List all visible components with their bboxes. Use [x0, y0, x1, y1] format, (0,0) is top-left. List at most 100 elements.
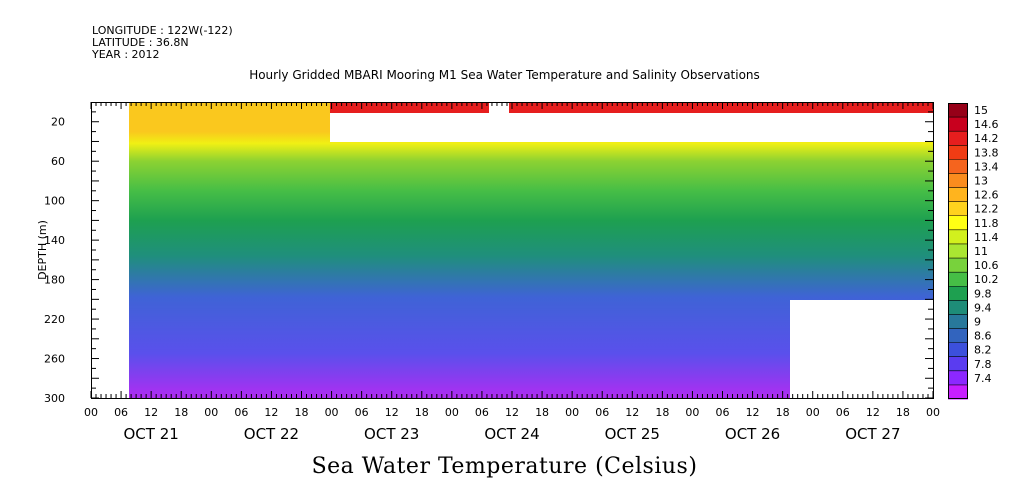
missing-data-lower [790, 300, 933, 398]
x-hour-label: 06 [475, 406, 489, 419]
colorbar-label: 9 [974, 315, 981, 328]
colorbar-swatch [948, 286, 968, 301]
colorbar-swatch [948, 103, 968, 118]
x-hour-label: 06 [836, 406, 850, 419]
colorbar-label: 14.2 [974, 132, 999, 145]
x-hour-label: 00 [685, 406, 699, 419]
colorbar: 1514.614.213.813.41312.612.211.811.41110… [948, 103, 999, 400]
x-hour-label: 00 [204, 406, 218, 419]
colorbar-swatch [948, 117, 968, 132]
x-hour-label: 00 [926, 406, 940, 419]
colorbar-swatch [948, 300, 968, 315]
x-hour-label: 06 [114, 406, 128, 419]
colorbar-swatch [948, 201, 968, 217]
latitude-label: LATITUDE : 36.8N [92, 36, 189, 49]
y-tick-label: 140 [44, 234, 65, 247]
colorbar-label: 11.8 [974, 217, 999, 230]
y-tick-label: 60 [51, 155, 65, 168]
colorbar-swatch [948, 258, 968, 273]
y-tick-label: 220 [44, 313, 65, 326]
x-hour-label: 12 [264, 406, 278, 419]
x-hour-label: 12 [625, 406, 639, 419]
colorbar-swatch [948, 173, 968, 189]
colorbar-label: 8.6 [974, 330, 992, 343]
x-hour-label: 00 [325, 406, 339, 419]
colorbar-label: 15 [974, 104, 988, 117]
x-hour-label: 06 [355, 406, 369, 419]
x-hour-label: 00 [84, 406, 98, 419]
bottom-title: Sea Water Temperature (Celsius) [311, 454, 698, 479]
colorbar-label: 13 [974, 175, 988, 188]
colorbar-label: 10.2 [974, 273, 999, 286]
colorbar-label: 12.2 [974, 203, 999, 216]
x-hour-label: 12 [866, 406, 880, 419]
x-hour-label: 00 [565, 406, 579, 419]
y-axis-label: DEPTH (m) [36, 220, 49, 280]
y-tick-label: 20 [51, 116, 65, 129]
x-day-label: OCT 23 [364, 425, 419, 443]
y-tick-label: 100 [44, 195, 65, 208]
colorbar-label: 10.6 [974, 259, 999, 272]
x-hour-label: 18 [295, 406, 309, 419]
missing-data-upper [330, 113, 933, 142]
colorbar-swatch [948, 145, 968, 160]
colorbar-label: 13.8 [974, 146, 999, 159]
colorbar-label: 11 [974, 245, 988, 258]
surface-band-left [330, 103, 489, 113]
x-day-label: OCT 26 [725, 425, 780, 443]
x-hour-label: 06 [595, 406, 609, 419]
x-hour-label: 18 [655, 406, 669, 419]
x-hour-label: 06 [716, 406, 730, 419]
y-axis: 20 60 100 140 180 220 260 300 [44, 111, 933, 405]
colorbar-swatch [948, 328, 968, 344]
colorbar-label: 9.4 [974, 301, 992, 314]
y-tick-label: 300 [44, 392, 65, 405]
y-tick-label: 180 [44, 274, 65, 287]
x-day-label: OCT 24 [484, 425, 539, 443]
colorbar-swatch [948, 159, 968, 174]
colorbar-label: 14.6 [974, 118, 999, 131]
x-hour-label: 18 [535, 406, 549, 419]
missing-data-surface [489, 103, 509, 113]
year-label: YEAR : 2012 [92, 48, 160, 61]
colorbar-label: 11.4 [974, 231, 999, 244]
colorbar-label: 7.4 [974, 372, 992, 385]
colorbar-swatch [948, 131, 968, 146]
x-hour-label: 06 [234, 406, 248, 419]
colorbar-swatch [948, 384, 968, 400]
colorbar-swatch [948, 342, 968, 358]
colorbar-swatch [948, 187, 968, 203]
x-day-label: OCT 21 [123, 425, 178, 443]
colorbar-frame [948, 103, 968, 399]
surface-band-right [509, 103, 933, 113]
x-day-label: OCT 27 [845, 425, 900, 443]
colorbar-swatch [948, 272, 968, 287]
colorbar-label: 7.8 [974, 358, 992, 371]
x-hour-label: 12 [746, 406, 760, 419]
colorbar-swatch [948, 314, 968, 330]
colorbar-label: 9.8 [974, 287, 992, 300]
x-hour-label: 12 [505, 406, 519, 419]
x-hour-label: 00 [806, 406, 820, 419]
x-day-label: OCT 22 [244, 425, 299, 443]
colorbar-label: 12.6 [974, 189, 999, 202]
colorbar-label: 13.4 [974, 160, 999, 173]
y-tick-label: 260 [44, 353, 65, 366]
chart-title: Hourly Gridded MBARI Mooring M1 Sea Wate… [249, 68, 760, 82]
x-axis: 00 06 12 18 00 06 12 18 00 06 12 18 00 06 12 18 00 06 12 18… [84, 102, 940, 443]
x-hour-label: 18 [776, 406, 790, 419]
x-hour-label: 00 [445, 406, 459, 419]
colorbar-swatch [948, 356, 968, 372]
longitude-label: LONGITUDE : 122W(-122) [92, 24, 233, 37]
colorbar-swatch [948, 215, 968, 231]
colorbar-swatch [948, 370, 968, 386]
x-day-label: OCT 25 [605, 425, 660, 443]
x-hour-label: 18 [415, 406, 429, 419]
colorbar-label: 8.2 [974, 344, 992, 357]
x-hour-label: 12 [385, 406, 399, 419]
colorbar-swatch [948, 243, 968, 259]
x-hour-label: 18 [174, 406, 188, 419]
x-hour-label: 12 [144, 406, 158, 419]
x-hour-label: 18 [896, 406, 910, 419]
